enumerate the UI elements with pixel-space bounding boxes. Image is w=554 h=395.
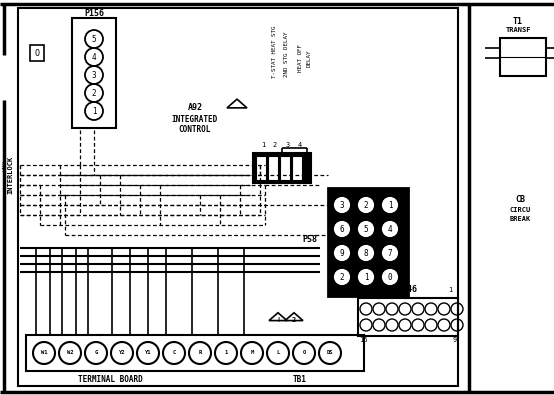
Text: 5: 5	[363, 224, 368, 233]
Bar	[26, 335, 364, 371]
Text: 1: 1	[224, 350, 228, 356]
Bar	[500, 38, 546, 76]
Text: 1: 1	[448, 287, 452, 293]
Text: INTERLOCK: INTERLOCK	[7, 156, 13, 194]
Bar	[358, 298, 458, 336]
Text: 3: 3	[340, 201, 345, 209]
Text: TB1: TB1	[293, 374, 307, 384]
Text: W1: W1	[41, 350, 47, 356]
Text: 9: 9	[453, 337, 457, 343]
Text: 1: 1	[388, 201, 392, 209]
Text: CONTROL: CONTROL	[179, 124, 211, 134]
Text: TERMINAL BOARD: TERMINAL BOARD	[78, 374, 142, 384]
Text: Y2: Y2	[119, 350, 125, 356]
Text: P46: P46	[403, 286, 418, 295]
Text: 5: 5	[92, 34, 96, 43]
Text: 16: 16	[359, 337, 367, 343]
Circle shape	[357, 244, 375, 262]
Text: HEAT OFF: HEAT OFF	[299, 44, 304, 72]
Text: 6: 6	[340, 224, 345, 233]
Text: DELAY: DELAY	[306, 49, 311, 67]
Text: 7: 7	[388, 248, 392, 258]
Text: P156: P156	[84, 9, 104, 17]
Text: 0: 0	[388, 273, 392, 282]
Bar	[72, 18, 116, 128]
Circle shape	[381, 268, 399, 286]
Bar	[256, 156, 266, 180]
Circle shape	[381, 196, 399, 214]
Circle shape	[333, 244, 351, 262]
Bar	[292, 156, 302, 180]
Text: CB: CB	[515, 196, 525, 205]
Circle shape	[357, 268, 375, 286]
Text: L: L	[276, 350, 280, 356]
Bar	[268, 156, 278, 180]
Circle shape	[333, 268, 351, 286]
Polygon shape	[285, 313, 303, 321]
Text: 8: 8	[363, 248, 368, 258]
Text: 4: 4	[388, 224, 392, 233]
Text: 1: 1	[92, 107, 96, 115]
Text: O: O	[34, 49, 39, 58]
Text: R: R	[198, 350, 202, 356]
Text: 2: 2	[340, 273, 345, 282]
Text: M: M	[250, 350, 254, 356]
Text: 2: 2	[273, 142, 277, 148]
Bar	[280, 156, 290, 180]
Text: 3: 3	[286, 142, 290, 148]
Text: P58: P58	[302, 235, 317, 245]
Text: 9: 9	[340, 248, 345, 258]
Text: 4: 4	[92, 53, 96, 62]
Text: Y1: Y1	[145, 350, 151, 356]
Text: 2: 2	[92, 88, 96, 98]
Polygon shape	[269, 313, 287, 321]
Circle shape	[357, 196, 375, 214]
Text: 8: 8	[363, 287, 367, 293]
Text: !: !	[276, 317, 280, 323]
Text: 2: 2	[363, 201, 368, 209]
Text: T1: T1	[513, 17, 523, 26]
Polygon shape	[227, 99, 247, 108]
Bar	[30, 45, 44, 61]
Text: 1: 1	[363, 273, 368, 282]
Text: TRANSF: TRANSF	[505, 27, 531, 33]
Text: C: C	[172, 350, 176, 356]
Text: G: G	[94, 350, 98, 356]
Text: T-STAT HEAT STG: T-STAT HEAT STG	[273, 26, 278, 78]
Text: W2: W2	[66, 350, 73, 356]
Bar	[328, 188, 408, 296]
Text: A92: A92	[187, 103, 203, 113]
Circle shape	[381, 220, 399, 238]
Circle shape	[333, 196, 351, 214]
Text: INTEGRATED: INTEGRATED	[172, 115, 218, 124]
Text: 2ND STG DELAY: 2ND STG DELAY	[285, 31, 290, 77]
Text: CIRCU: CIRCU	[509, 207, 531, 213]
Text: 4: 4	[298, 142, 302, 148]
Circle shape	[333, 220, 351, 238]
Text: 3: 3	[92, 70, 96, 79]
Text: 2: 2	[292, 317, 296, 323]
Text: 1: 1	[261, 142, 265, 148]
Bar	[253, 153, 311, 183]
Circle shape	[381, 244, 399, 262]
Circle shape	[357, 220, 375, 238]
Bar	[18, 8, 458, 386]
Text: UNK: UNK	[3, 159, 8, 171]
Text: BREAK: BREAK	[509, 216, 531, 222]
Text: O: O	[302, 350, 306, 356]
Text: DS: DS	[327, 350, 334, 356]
